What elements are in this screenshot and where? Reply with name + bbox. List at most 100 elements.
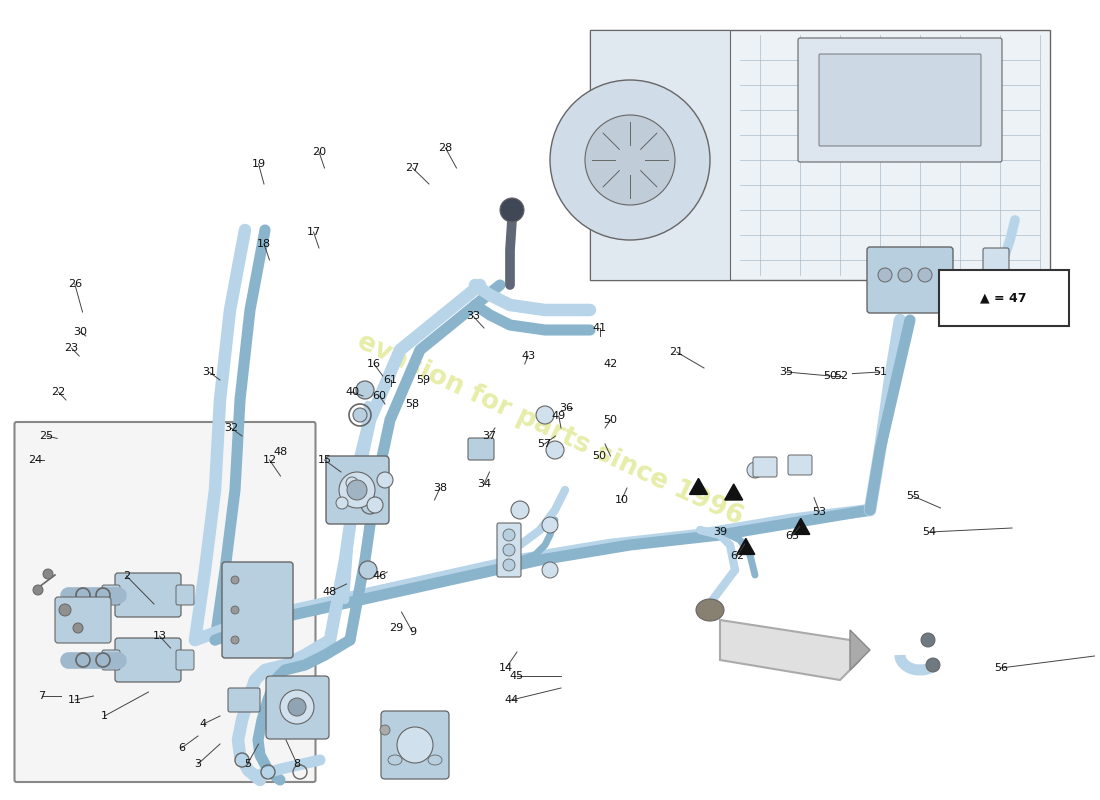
- Text: 37: 37: [483, 431, 496, 441]
- Text: 44: 44: [505, 695, 518, 705]
- Polygon shape: [850, 630, 870, 670]
- Circle shape: [59, 604, 72, 616]
- Text: 35: 35: [780, 367, 793, 377]
- Polygon shape: [590, 30, 730, 280]
- FancyBboxPatch shape: [222, 562, 293, 658]
- Circle shape: [231, 606, 239, 614]
- FancyBboxPatch shape: [176, 650, 194, 670]
- Text: 14: 14: [499, 663, 513, 673]
- Circle shape: [536, 406, 554, 424]
- Text: 17: 17: [307, 227, 320, 237]
- Text: ▲ = 47: ▲ = 47: [980, 291, 1027, 305]
- Circle shape: [918, 268, 932, 282]
- Text: 58: 58: [406, 399, 419, 409]
- Text: 57: 57: [538, 439, 551, 449]
- Text: 54: 54: [923, 527, 936, 537]
- Circle shape: [550, 80, 710, 240]
- Text: 10: 10: [615, 495, 628, 505]
- Circle shape: [747, 462, 763, 478]
- Circle shape: [921, 633, 935, 647]
- Text: 6: 6: [178, 743, 185, 753]
- Text: 13: 13: [153, 631, 166, 641]
- Text: 20: 20: [312, 147, 326, 157]
- Text: 19: 19: [252, 159, 265, 169]
- Text: 59: 59: [417, 375, 430, 385]
- Circle shape: [503, 559, 515, 571]
- Text: 48: 48: [323, 587, 337, 597]
- Text: 8: 8: [294, 759, 300, 769]
- Text: 29: 29: [389, 623, 403, 633]
- FancyBboxPatch shape: [116, 573, 182, 617]
- Text: 38: 38: [433, 483, 447, 493]
- Circle shape: [346, 477, 358, 489]
- Text: 34: 34: [477, 479, 491, 489]
- Polygon shape: [690, 478, 707, 494]
- Polygon shape: [590, 30, 1050, 280]
- Text: 40: 40: [345, 387, 359, 397]
- Polygon shape: [725, 484, 742, 500]
- Text: 27: 27: [406, 163, 419, 173]
- Circle shape: [542, 562, 558, 578]
- Circle shape: [353, 408, 367, 422]
- Circle shape: [377, 472, 393, 488]
- FancyBboxPatch shape: [820, 54, 981, 146]
- Ellipse shape: [696, 599, 724, 621]
- Text: 50: 50: [824, 371, 837, 381]
- Text: 1: 1: [101, 711, 108, 721]
- Text: evasion for parts since 1996: evasion for parts since 1996: [353, 329, 747, 531]
- Circle shape: [926, 658, 940, 672]
- Circle shape: [546, 441, 564, 459]
- Text: 43: 43: [521, 351, 535, 361]
- Circle shape: [361, 496, 379, 514]
- Text: 9: 9: [409, 627, 416, 637]
- Circle shape: [231, 576, 239, 584]
- Circle shape: [500, 198, 524, 222]
- Text: 41: 41: [593, 323, 606, 333]
- Text: 33: 33: [466, 311, 480, 321]
- Text: 39: 39: [714, 527, 727, 537]
- Text: 45: 45: [510, 671, 524, 681]
- Text: 23: 23: [65, 343, 78, 353]
- Text: 24: 24: [29, 455, 42, 465]
- FancyBboxPatch shape: [266, 676, 329, 739]
- Circle shape: [33, 585, 43, 595]
- Polygon shape: [792, 518, 810, 534]
- Circle shape: [339, 472, 375, 508]
- Text: 51: 51: [873, 367, 887, 377]
- FancyBboxPatch shape: [14, 422, 316, 782]
- Text: 50: 50: [604, 415, 617, 425]
- Text: 3: 3: [195, 759, 201, 769]
- Text: 60: 60: [373, 391, 386, 401]
- Circle shape: [356, 381, 374, 399]
- Text: 5: 5: [244, 759, 251, 769]
- FancyBboxPatch shape: [798, 38, 1002, 162]
- Text: 15: 15: [318, 455, 331, 465]
- FancyBboxPatch shape: [55, 597, 111, 643]
- Text: 32: 32: [224, 423, 238, 433]
- FancyBboxPatch shape: [938, 270, 1069, 326]
- FancyBboxPatch shape: [497, 523, 521, 577]
- Text: 7: 7: [39, 691, 45, 701]
- Circle shape: [280, 690, 314, 724]
- Circle shape: [503, 544, 515, 556]
- FancyBboxPatch shape: [381, 711, 449, 779]
- FancyBboxPatch shape: [468, 438, 494, 460]
- Text: 21: 21: [670, 347, 683, 357]
- FancyBboxPatch shape: [102, 585, 120, 605]
- FancyBboxPatch shape: [228, 688, 260, 712]
- Text: 62: 62: [730, 551, 744, 561]
- Text: 63: 63: [785, 531, 799, 541]
- Text: 26: 26: [68, 279, 81, 289]
- Circle shape: [43, 569, 53, 579]
- FancyBboxPatch shape: [176, 585, 194, 605]
- Polygon shape: [720, 620, 860, 680]
- Circle shape: [898, 268, 912, 282]
- FancyBboxPatch shape: [116, 638, 182, 682]
- FancyBboxPatch shape: [754, 457, 777, 477]
- Circle shape: [503, 529, 515, 541]
- Circle shape: [336, 497, 348, 509]
- Text: 4: 4: [200, 719, 207, 729]
- Circle shape: [585, 115, 675, 205]
- Circle shape: [379, 725, 390, 735]
- Text: 46: 46: [373, 571, 386, 581]
